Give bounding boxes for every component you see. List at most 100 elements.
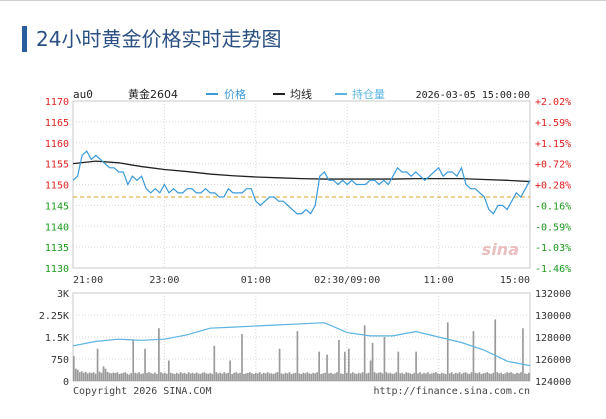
volume-bar — [371, 342, 374, 381]
volume-bar — [450, 372, 453, 381]
volume-bar — [514, 373, 516, 381]
volume-bar — [76, 369, 79, 381]
volume-bar — [478, 372, 481, 381]
volume-bar — [466, 373, 469, 381]
volume-bar — [189, 373, 192, 381]
volume-bar — [435, 372, 437, 381]
volume-bar — [512, 373, 514, 381]
volume-bar — [243, 373, 245, 381]
volume-bar — [347, 348, 350, 381]
volume-bar — [496, 372, 499, 381]
volume-bar — [421, 373, 423, 381]
volume-bar — [86, 373, 89, 381]
volume-bar — [294, 372, 297, 381]
volume-tick-label: 0 — [63, 377, 69, 388]
volume-bar — [167, 360, 170, 381]
volume-bar — [152, 373, 154, 381]
volume-bar — [417, 373, 419, 381]
volume-bar — [393, 373, 396, 381]
volume-bar — [486, 372, 489, 381]
volume-bar — [399, 373, 402, 381]
volume-bar — [245, 373, 247, 381]
volume-bar — [171, 373, 174, 381]
volume-bar — [510, 372, 512, 381]
volume-bar — [251, 373, 253, 381]
volume-bar — [322, 373, 324, 381]
volume-bar — [300, 373, 303, 381]
volume-bar — [438, 373, 441, 381]
volume-bar — [209, 373, 212, 381]
volume-bar — [154, 372, 156, 381]
volume-bar — [268, 373, 271, 381]
open-interest-line — [72, 322, 531, 367]
volume-bar — [385, 372, 388, 381]
volume-bar — [215, 372, 218, 381]
percent-tick-label: -1.46% — [535, 264, 571, 275]
volume-bar — [520, 372, 522, 381]
time-axis: 21:00 23:00 01:00 02:30/09:00 11:00 15:00 — [73, 275, 530, 286]
percent-tick-label: -0.59% — [535, 222, 571, 233]
volume-bar — [132, 339, 135, 381]
price-axis: 1170 1165 1160 1155 1150 1145 1140 1135 1130 — [45, 97, 69, 275]
volume-bar — [448, 373, 451, 381]
volume-bar — [324, 372, 326, 381]
volume-bar — [442, 373, 445, 381]
volume-bar — [262, 372, 265, 381]
volume-bar — [482, 373, 485, 381]
volume-bar — [528, 372, 530, 381]
time-tick-label: 23:00 — [149, 275, 179, 286]
volume-bar — [387, 373, 390, 381]
volume-bar — [185, 373, 188, 381]
volume-bar — [298, 373, 301, 381]
volume-bar — [340, 373, 342, 381]
volume-bar — [524, 373, 526, 381]
volume-bar — [464, 372, 467, 381]
symbol-label: au0 — [73, 88, 93, 101]
volume-bar — [330, 372, 332, 381]
source-url: http://finance.sina.com.cn — [373, 386, 530, 397]
volume-bar — [342, 373, 344, 381]
volume-bar — [314, 373, 317, 381]
volume-bar — [247, 372, 249, 381]
volume-bar — [118, 373, 121, 381]
volume-bar — [369, 360, 372, 381]
volume-bar — [440, 372, 443, 381]
volume-bar — [187, 372, 190, 381]
time-tick-label: 21:00 — [73, 275, 103, 286]
percent-tick-label: +2.02% — [535, 97, 571, 108]
volume-bar — [409, 373, 412, 381]
volume-bar — [90, 373, 93, 381]
volume-bar — [148, 372, 150, 381]
volume-bar — [415, 351, 417, 381]
volume-bar — [270, 373, 273, 381]
volume-bar — [225, 373, 228, 381]
volume-axis: 3K 2.25K 1.5K 750 0 — [39, 289, 69, 388]
price-tick-label: 1130 — [45, 264, 69, 275]
volume-bar — [403, 373, 406, 381]
volume-bar — [205, 373, 208, 381]
volume-bar — [494, 319, 497, 381]
volume-bar — [429, 373, 431, 381]
volume-bar — [296, 331, 299, 381]
volume-bar — [253, 373, 255, 381]
page-title: 24小时黄金价格实时走势图 — [36, 27, 282, 51]
volume-bar — [142, 373, 144, 381]
copyright-text: Copyright 2026 SINA.COM — [73, 386, 211, 397]
price-tick-label: 1155 — [45, 160, 69, 171]
volume-bar — [158, 328, 160, 381]
volume-bar — [351, 372, 354, 381]
volume-bar — [201, 372, 204, 381]
volume-bar — [84, 371, 87, 381]
volume-tick-label: 3K — [57, 289, 69, 300]
volume-bar — [260, 373, 263, 381]
volume-bar — [286, 373, 289, 381]
volume-bar — [411, 373, 413, 381]
price-tick-label: 1150 — [45, 181, 69, 192]
volume-bar — [454, 372, 457, 381]
volume-bar — [480, 373, 483, 381]
volume-bar — [326, 354, 328, 381]
volume-bar — [431, 373, 433, 381]
volume-bar — [106, 371, 109, 381]
volume-bar — [112, 372, 115, 381]
volume-bar — [302, 372, 305, 381]
